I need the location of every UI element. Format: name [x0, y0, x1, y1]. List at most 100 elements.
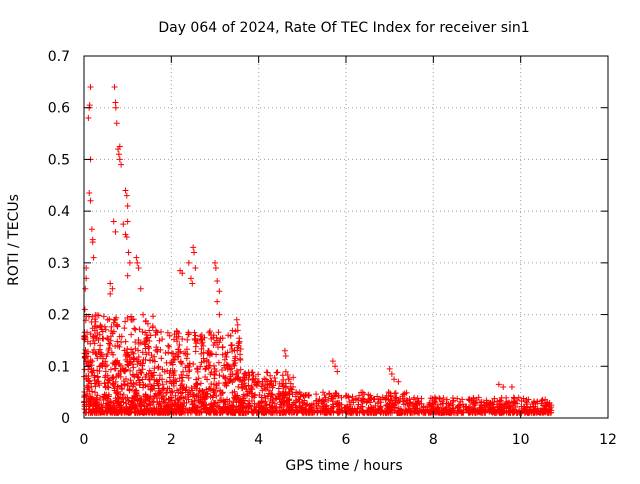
data-point: [471, 406, 478, 413]
data-point: [211, 403, 218, 410]
data-point: [120, 221, 127, 228]
data-point: [122, 338, 129, 345]
data-point: [112, 104, 119, 111]
data-point: [185, 368, 192, 375]
data-point: [195, 390, 202, 397]
data-point: [134, 392, 141, 399]
data-point: [191, 383, 198, 390]
data-point: [101, 380, 108, 387]
data-point: [237, 346, 244, 353]
data-point: [470, 394, 477, 401]
data-point: [391, 408, 398, 415]
data-point: [183, 346, 190, 353]
data-point: [222, 380, 229, 387]
data-point: [184, 362, 191, 369]
data-point: [124, 394, 131, 401]
data-point: [216, 311, 223, 318]
data-point: [171, 400, 178, 407]
data-point: [177, 409, 184, 416]
data-point: [159, 366, 166, 373]
data-point: [359, 397, 366, 404]
data-point: [258, 399, 265, 406]
data-point: [111, 359, 118, 366]
data-point: [227, 332, 234, 339]
data-point: [361, 409, 368, 416]
data-point: [320, 389, 327, 396]
data-point: [142, 318, 149, 325]
data-point: [123, 234, 130, 240]
data-point: [171, 367, 178, 374]
data-point: [191, 397, 198, 404]
data-point: [322, 409, 329, 416]
data-point: [198, 335, 205, 342]
data-point: [538, 400, 545, 407]
data-point: [203, 357, 210, 364]
data-point: [137, 285, 144, 292]
data-point: [214, 298, 221, 305]
data-point: [269, 405, 276, 412]
data-point: [162, 409, 169, 416]
data-point: [508, 383, 515, 390]
x-axis-label: GPS time / hours: [285, 458, 402, 474]
data-point: [92, 350, 99, 357]
data-point: [131, 325, 138, 332]
data-point: [349, 393, 356, 400]
data-point: [151, 358, 158, 365]
data-point: [215, 405, 222, 412]
data-point: [300, 393, 307, 400]
data-point: [140, 311, 147, 318]
data-point: [100, 313, 107, 320]
data-point: [97, 353, 104, 360]
data-point: [231, 362, 238, 369]
data-point: [118, 385, 125, 392]
data-point: [166, 343, 173, 350]
data-point: [234, 321, 241, 328]
data-point: [388, 371, 395, 378]
data-point: [238, 381, 245, 388]
data-point: [284, 371, 291, 378]
data-point: [189, 280, 196, 287]
data-point: [320, 397, 327, 404]
data-point: [196, 387, 203, 394]
data-point: [112, 358, 119, 365]
data-point: [89, 349, 96, 356]
data-point: [87, 84, 94, 91]
data-point: [89, 358, 96, 365]
data-point: [277, 401, 284, 408]
data-point: [217, 387, 224, 394]
data-point: [146, 408, 153, 415]
data-point: [267, 372, 274, 379]
data-point: [141, 340, 148, 347]
data-point: [259, 398, 266, 405]
data-point: [392, 389, 399, 396]
data-point: [150, 313, 157, 320]
data-point: [129, 349, 136, 356]
data-point: [219, 335, 226, 342]
data-point: [142, 398, 149, 405]
data-point: [134, 407, 141, 414]
data-point: [88, 226, 95, 233]
data-point: [179, 270, 186, 277]
data-point: [159, 394, 166, 401]
data-point: [87, 359, 94, 366]
data-point: [335, 392, 342, 399]
y-tick-label: 0.1: [48, 359, 70, 375]
data-point: [216, 372, 223, 379]
data-point: [171, 331, 178, 338]
data-point: [87, 393, 94, 400]
data-point: [220, 397, 227, 404]
data-point: [134, 259, 141, 266]
data-point: [454, 395, 461, 402]
data-point: [104, 350, 111, 357]
data-point: [157, 346, 164, 353]
data-point: [156, 337, 163, 344]
data-point: [406, 399, 413, 406]
data-point: [119, 404, 126, 411]
data-point: [466, 409, 473, 416]
data-point: [198, 409, 205, 416]
data-point: [346, 398, 353, 405]
data-point: [210, 389, 217, 396]
data-point: [282, 368, 289, 375]
data-point: [115, 401, 122, 408]
data-point: [117, 373, 124, 380]
